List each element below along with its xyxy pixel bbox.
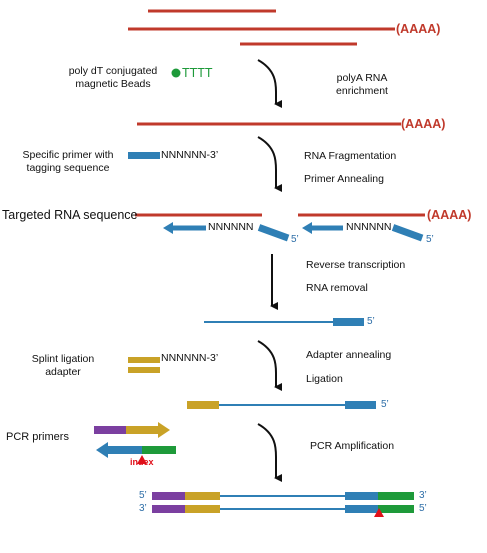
ligation-label: Ligation [306, 373, 343, 385]
specific-primer-seq: NNNNNN-3’ [161, 149, 219, 161]
final-3prime-top-label: 3’ [419, 490, 427, 501]
step-arrow-1 [257, 59, 282, 108]
annealed-primer-left-tail [257, 224, 290, 242]
final-bot-blue [345, 505, 378, 513]
ligated-5prime: 5’ [381, 399, 389, 410]
final-bot-purple [152, 505, 185, 513]
final-top-green [378, 492, 414, 500]
anneal-seq-left: NNNNNN [208, 221, 254, 233]
annealed-primer-right-tail [391, 224, 424, 242]
magnetic-bead-icon [171, 68, 181, 78]
splint-adapter-label: Splint ligation adapter [31, 353, 95, 378]
final-bot-green [378, 505, 414, 513]
splint-adapter-seq: NNNNNN-3’ [161, 352, 219, 364]
step-arrow-5 [257, 423, 282, 482]
pcr-primer-rev-blue [108, 446, 142, 454]
final-top-gold [185, 492, 220, 500]
final-top-blue [345, 492, 378, 500]
primer-annealing-label: Primer Annealing [304, 173, 384, 185]
reverse-transcription-label: Reverse transcription [306, 259, 406, 271]
final-top-purple [152, 492, 185, 500]
ligated-adapter [187, 401, 219, 409]
polya-label-top: (AAAA) [396, 22, 441, 36]
pcr-primer-rev-arrowhead [96, 442, 108, 458]
final-5prime-bot-label: 5’ [419, 503, 427, 514]
rna-removal-label: RNA removal [306, 282, 368, 294]
splint-adapter-bottom [128, 367, 160, 373]
index-marker-icon [137, 455, 147, 464]
polya-label-enriched: (AAAA) [401, 117, 446, 131]
step-arrow-2 [257, 136, 282, 192]
primer-arrowhead-right [302, 222, 312, 234]
polya-label-fragment: (AAAA) [427, 208, 472, 222]
cdna-tag [333, 318, 364, 326]
pcr-primer-fwd-arrowhead [158, 422, 170, 438]
final-bot-gold [185, 505, 220, 513]
rna-fragmentation-label: RNA Fragmentation [304, 150, 397, 162]
ligated-tag [345, 401, 376, 409]
anneal-5prime-left: 5’ [291, 234, 299, 245]
pcr-primers-label: PCR primers [6, 431, 69, 443]
final-3prime-bot-label: 3’ [139, 503, 147, 514]
targeted-rna-label: Targeted RNA sequence [2, 208, 138, 222]
specific-primer-label: Specific primer with tagging sequence [22, 149, 114, 174]
anneal-5prime-right: 5’ [426, 234, 434, 245]
splint-adapter-top [128, 357, 160, 363]
final-5prime-top-label: 5’ [139, 490, 147, 501]
adapter-annealing-label: Adapter annealing [306, 349, 392, 361]
final-index-marker-icon [374, 508, 384, 517]
anneal-seq-right: NNNNNN [346, 221, 392, 233]
pcr-amplification-label: PCR Amplification [310, 440, 395, 452]
polya-enrichment-label: polyA RNA enrichment [336, 72, 388, 97]
cdna-5prime: 5’ [367, 316, 375, 327]
step-arrow-4 [257, 340, 282, 391]
pcr-primer-fwd-purple [94, 426, 126, 434]
primer-arrowhead-left [163, 222, 173, 234]
pcr-primer-fwd-gold [126, 426, 158, 434]
specific-primer-bar [128, 152, 160, 159]
index-label: index [130, 457, 154, 467]
beads-label: poly dT conjugated magnetic Beads [68, 65, 158, 90]
pcr-primer-rev-green [142, 446, 176, 454]
tttt-label: TTTT [182, 66, 213, 80]
